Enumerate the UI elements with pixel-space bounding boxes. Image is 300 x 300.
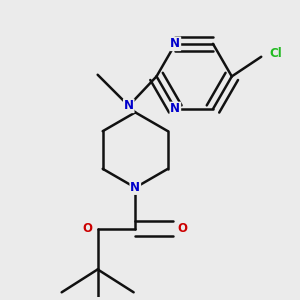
- Text: N: N: [124, 99, 134, 112]
- Text: N: N: [130, 181, 140, 194]
- Text: Cl: Cl: [270, 47, 282, 60]
- Text: N: N: [170, 37, 180, 50]
- Text: N: N: [170, 103, 180, 116]
- Text: O: O: [83, 222, 93, 235]
- Text: O: O: [178, 222, 188, 235]
